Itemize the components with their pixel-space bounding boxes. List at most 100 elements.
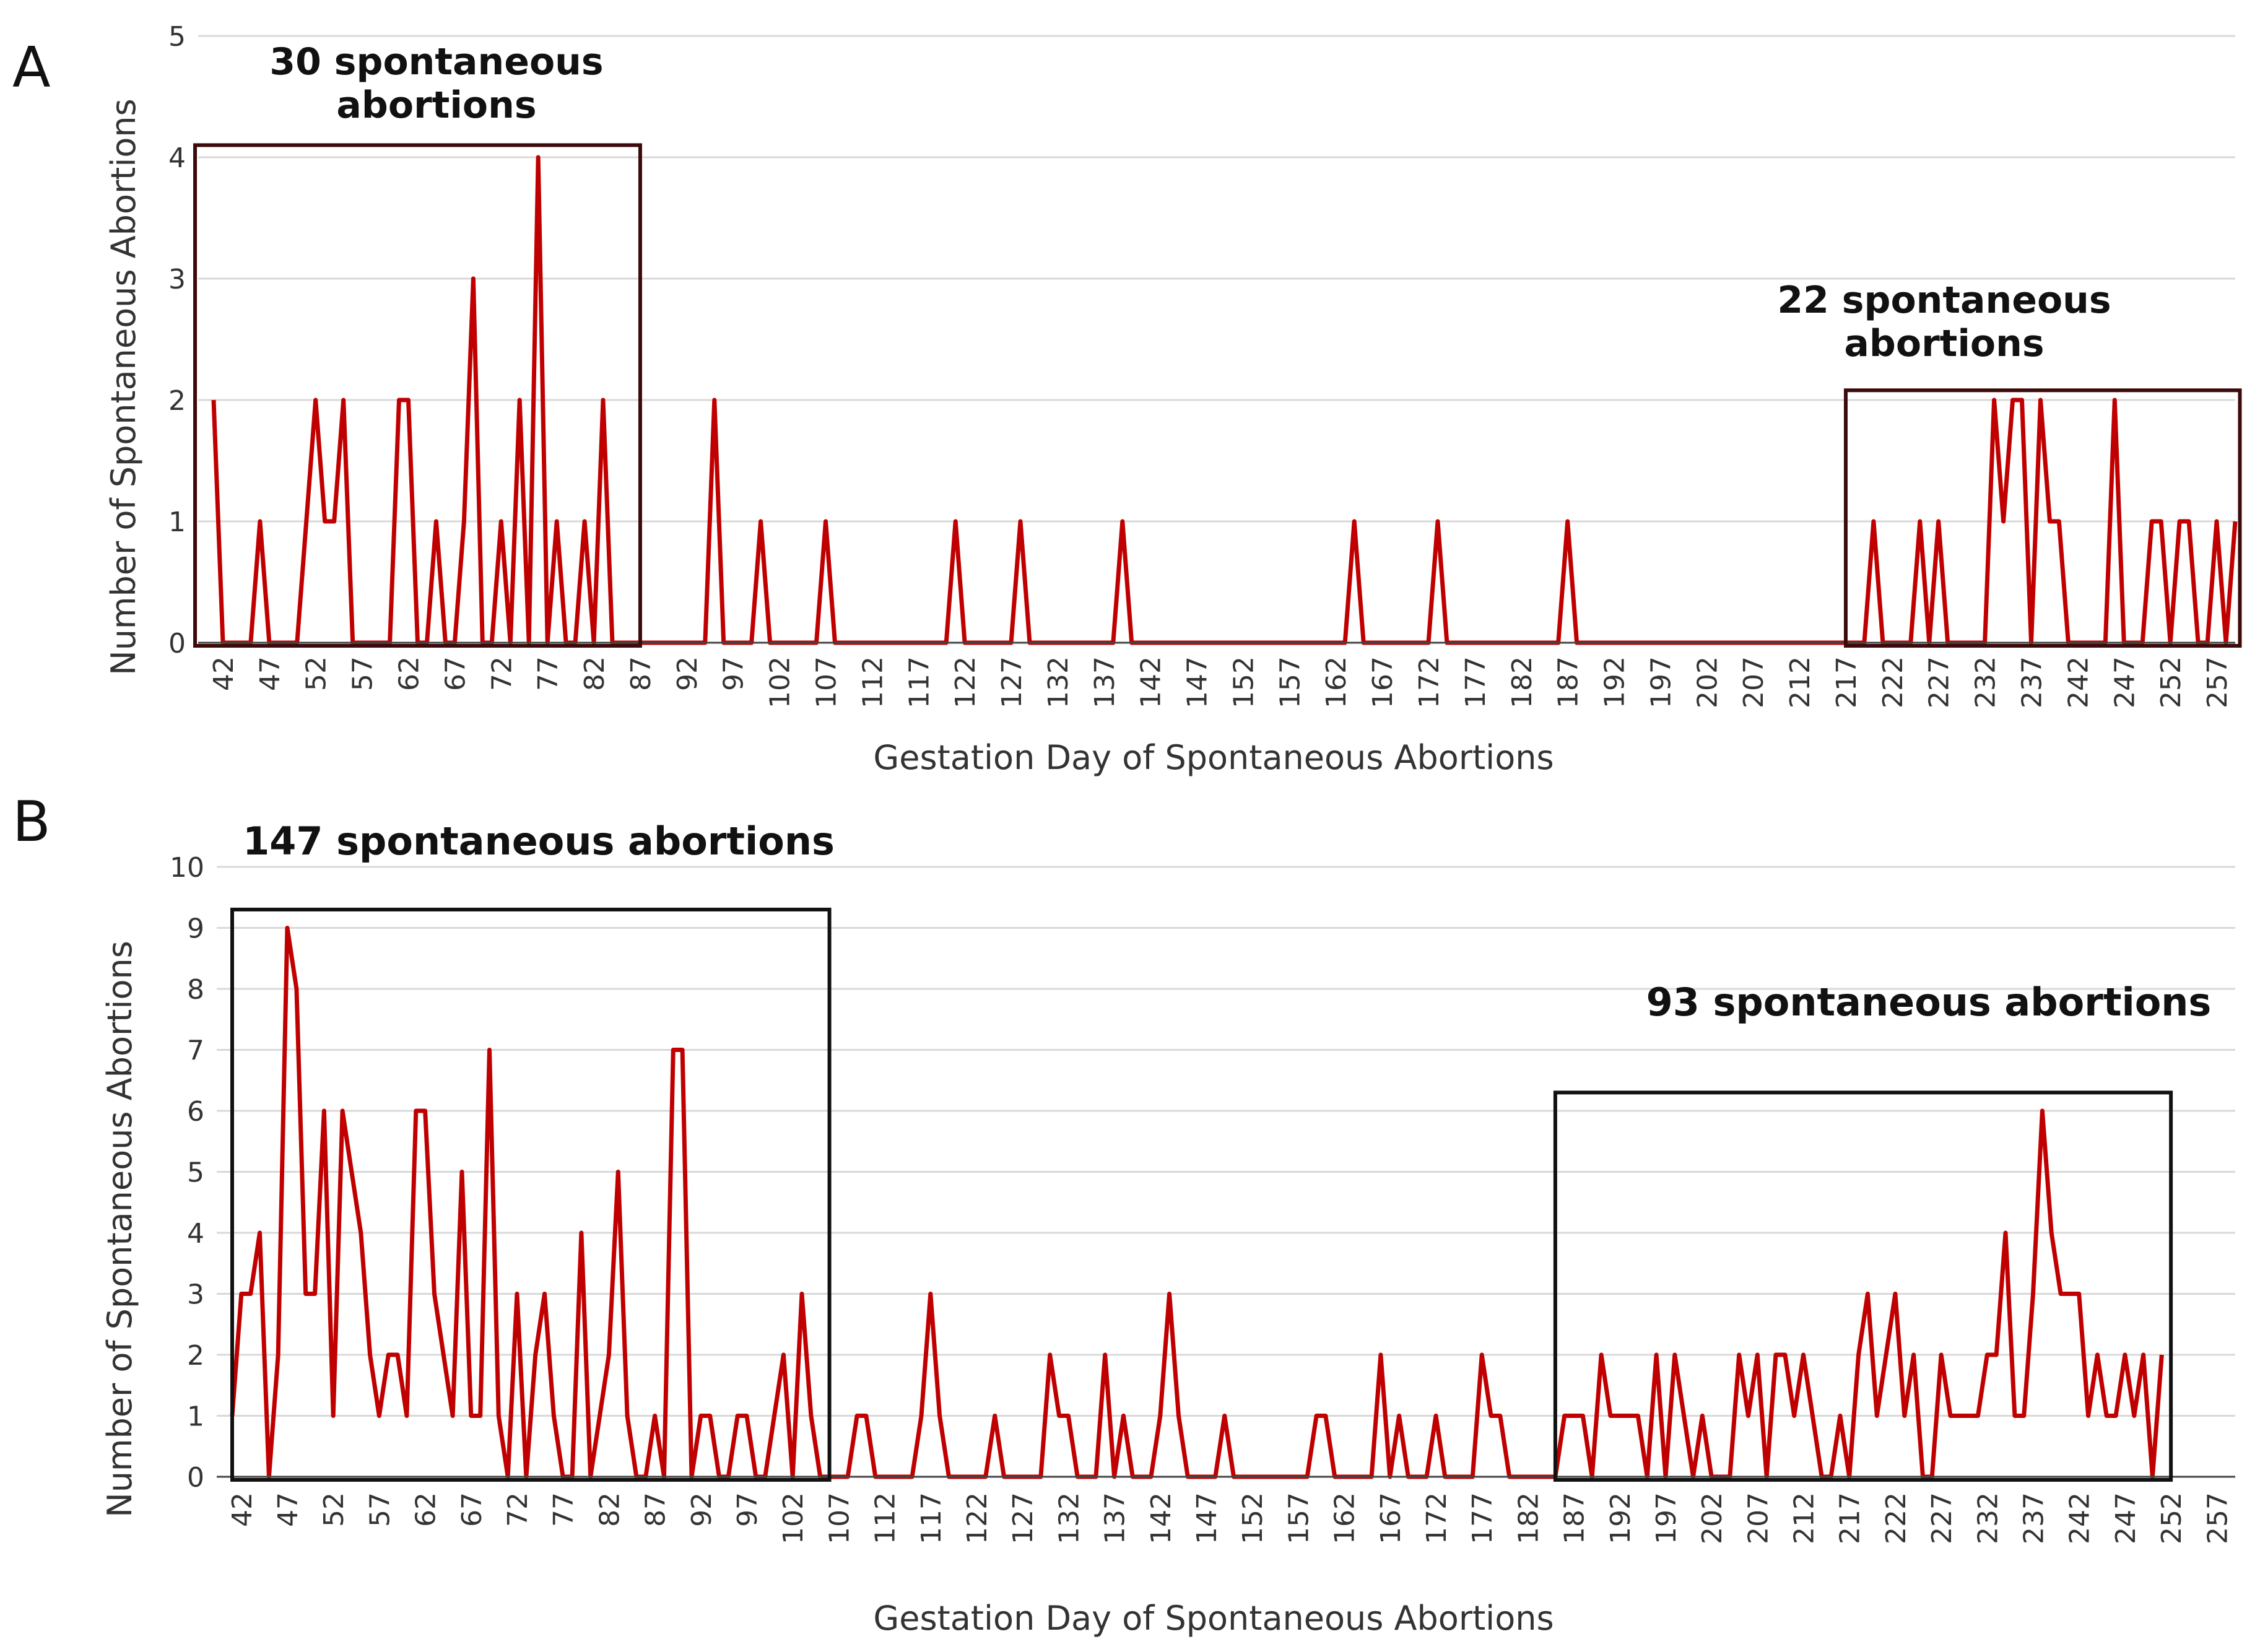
panel-b-x-tick-label: 57: [364, 1492, 396, 1527]
panel-a-x-tick-label: 47: [254, 656, 286, 691]
panel-a-y-tick-label: 0: [168, 628, 186, 659]
panel-a-x-tick-label: 57: [347, 656, 379, 691]
panel-b-x-tick-label: 147: [1191, 1492, 1223, 1544]
panel-a-letter: A: [12, 35, 51, 100]
panel-a-x-tick-label: 77: [532, 656, 564, 691]
panel-b-x-tick-label: 187: [1559, 1492, 1591, 1544]
panel-a-x-tick-label: 172: [1414, 656, 1445, 708]
panel-a-x-tick-label: 242: [2062, 656, 2094, 708]
panel-b-x-tick-label: 167: [1375, 1492, 1407, 1544]
panel-b-x-tick-label: 122: [962, 1492, 993, 1544]
panel-b-x-tick-label: 162: [1329, 1492, 1361, 1544]
panel-b-x-tick-label: 197: [1651, 1492, 1682, 1544]
panel-a-x-tick-label: 162: [1321, 656, 1352, 708]
panel-a-y-axis-title: Number of Spontaneous Abortions: [104, 98, 143, 675]
panel-b-x-tick-label: 137: [1100, 1492, 1131, 1544]
panel-a-x-tick-label: 102: [765, 656, 796, 708]
panel-a-x-tick-label: 232: [1970, 656, 2002, 708]
panel-b-x-tick-label: 212: [1789, 1492, 1820, 1544]
panel-a-x-tick-label: 212: [1784, 656, 1816, 708]
panel-a-x-axis-title: Gestation Day of Spontaneous Abortions: [873, 738, 1554, 777]
panel-a-x-tick-label: 42: [208, 656, 240, 691]
panel-b-x-tick-label: 232: [1972, 1492, 2004, 1544]
panel-a-annotation-label-line2: abortions: [336, 84, 536, 127]
panel-a-chart: A 0 1 2 3 4 5 42 47 52 57 62 67 72 77 82 87 92 97 102 107 1…: [12, 21, 2242, 777]
panel-b-y-tick-label: 4: [187, 1218, 204, 1250]
panel-a-annotation-box: [193, 143, 642, 648]
panel-b-x-tick-label: 47: [272, 1492, 304, 1527]
panel-b-x-tick-label: 107: [824, 1492, 855, 1544]
panel-a-x-tick-label: 237: [2017, 656, 2048, 708]
panel-b-x-tick-label: 142: [1145, 1492, 1177, 1544]
panel-a-x-tick-label: 92: [672, 656, 703, 691]
panel-b-x-tick-label: 157: [1283, 1492, 1315, 1544]
panel-b-x-tick-label: 217: [1835, 1492, 1866, 1544]
panel-a-x-tick-label: 152: [1228, 656, 1259, 708]
panel-b-x-tick-label: 67: [456, 1492, 488, 1527]
panel-b-x-tick-label: 92: [686, 1492, 718, 1527]
panel-a-annotation-label-line2: abortions: [1844, 322, 2044, 365]
panel-b-y-tick-label: 7: [187, 1035, 204, 1067]
panel-b-y-axis-title: Number of Spontaneous Abortions: [100, 941, 139, 1517]
panel-b-x-tick-label: 72: [502, 1492, 534, 1527]
panel-a-x-tick-label: 142: [1136, 656, 1167, 708]
panel-b-x-tick-label: 42: [227, 1492, 258, 1527]
panel-b-x-tick-label: 247: [2110, 1492, 2142, 1544]
panel-a-annotation-label: 22 spontaneous: [1777, 279, 2111, 322]
panel-b-x-tick-label: 252: [2156, 1492, 2188, 1544]
panel-a-x-tick-label: 67: [440, 656, 471, 691]
panel-b-x-tick-label: 82: [594, 1492, 625, 1527]
panel-a-x-tick-label: 87: [625, 656, 657, 691]
panel-a-x-tick-label: 257: [2202, 656, 2233, 708]
panel-b-x-axis-title: Gestation Day of Spontaneous Abortions: [873, 1599, 1554, 1638]
panel-b-x-tick-label: 112: [870, 1492, 902, 1544]
panel-b-y-tick-label: 9: [187, 913, 204, 945]
panel-b-x-tick-label: 77: [548, 1492, 580, 1527]
panel-a-x-tick-label: 147: [1182, 656, 1214, 708]
panel-a-annotation-label: 30 spontaneous: [269, 40, 603, 84]
panel-b-x-tick-label: 207: [1742, 1492, 1774, 1544]
panel-a-x-tick-label: 52: [301, 656, 332, 691]
panel-a-x-tick-label: 227: [1924, 656, 1955, 708]
panel-b-x-tick-label: 177: [1467, 1492, 1498, 1544]
panel-a-y-tick-label: 4: [168, 142, 186, 174]
panel-a-x-tick-label: 247: [2109, 656, 2140, 708]
panel-a-x-tick-label: 177: [1460, 656, 1492, 708]
panel-b-x-tick-label: 237: [2019, 1492, 2050, 1544]
panel-a-x-tick-label: 137: [1089, 656, 1121, 708]
panel-a-x-tick-label: 182: [1506, 656, 1538, 708]
panel-b-series-line: [230, 926, 2164, 1479]
panel-b-x-tick-label: 242: [2064, 1492, 2096, 1544]
panel-a-x-tick-label: 132: [1043, 656, 1074, 708]
panel-b-x-tick-label: 102: [778, 1492, 809, 1544]
panel-a-x-tick-label: 222: [1877, 656, 1909, 708]
panel-a-x-tick-label: 197: [1645, 656, 1677, 708]
panel-b-y-tick-label: 0: [187, 1462, 204, 1493]
panel-b-x-tick-label: 192: [1605, 1492, 1636, 1544]
panel-b-x-tick-label: 117: [916, 1492, 947, 1544]
panel-b-x-tick-label: 132: [1053, 1492, 1085, 1544]
panel-b-x-tick-label: 62: [411, 1492, 442, 1527]
panel-b-y-tick-label: 3: [187, 1279, 204, 1311]
panel-a-x-tick-label: 217: [1831, 656, 1862, 708]
panel-a-annotation-box: [1843, 388, 2242, 648]
panel-b-y-tick-label: 6: [187, 1096, 204, 1128]
panel-b-y-tick-label: 10: [170, 852, 204, 884]
panel-a-x-tick-label: 122: [950, 656, 981, 708]
panel-a-x-tick-label: 192: [1599, 656, 1631, 708]
panel-b-y-tick-label: 2: [187, 1340, 204, 1372]
panel-a-y-tick-label: 3: [168, 264, 186, 295]
panel-b-x-tick-label: 87: [640, 1492, 672, 1527]
panel-b-x-tick-label: 127: [1007, 1492, 1039, 1544]
panel-a-y-tick-label: 1: [168, 506, 186, 538]
panel-b-x-tick-label: 152: [1237, 1492, 1269, 1544]
panel-a-x-tick-label: 112: [857, 656, 889, 708]
panel-b-letter: B: [12, 789, 51, 854]
panel-a-x-tick-label: 127: [996, 656, 1028, 708]
panel-a-x-tick-label: 187: [1553, 656, 1584, 708]
panel-a-x-tick-label: 82: [579, 656, 611, 691]
panel-b-annotation-box: [1553, 1090, 2173, 1482]
panel-a-x-tick-label: 107: [811, 656, 842, 708]
